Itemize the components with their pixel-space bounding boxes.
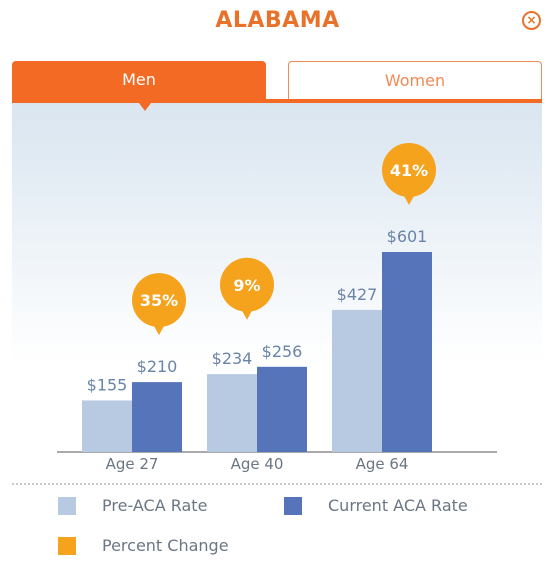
- active-tab-pointer: [139, 103, 151, 111]
- tab-panel-border: [12, 99, 542, 103]
- percent-bubble: [132, 273, 186, 328]
- legend-percent-change: Percent Change: [58, 536, 229, 555]
- percent-change-label: 9%: [233, 276, 260, 295]
- bar-value-label: $234: [212, 349, 253, 368]
- bar-pre-aca-2: [207, 374, 257, 452]
- close-icon[interactable]: ×: [522, 11, 541, 30]
- bar-value-label: $155: [87, 375, 128, 394]
- x-tick-label: Age 27: [106, 455, 159, 473]
- bar-value-label: $427: [337, 285, 378, 304]
- legend-current-aca: Current ACA Rate: [284, 496, 468, 515]
- bar-current-aca-1: [132, 382, 182, 452]
- bar-chart: $155 $210 Age 27 35% $234 $256 Age 40 9% $427 $60…: [57, 143, 497, 473]
- percent-change-label: 41%: [390, 161, 428, 180]
- tab-men[interactable]: Men: [12, 61, 266, 100]
- legend-pre-aca: Pre-ACA Rate: [58, 496, 207, 515]
- legend-swatch-current-aca: [284, 496, 302, 515]
- legend-label-current-aca: Current ACA Rate: [328, 496, 468, 515]
- legend-swatch-pre-aca: [58, 496, 76, 515]
- x-tick-label: Age 40: [231, 455, 284, 473]
- bar-value-label: $210: [137, 357, 178, 376]
- tab-women[interactable]: Women: [288, 61, 542, 100]
- percent-bubble: [220, 257, 274, 312]
- bar-value-label: $601: [387, 227, 428, 246]
- bar-current-aca-2: [257, 366, 307, 452]
- x-tick-label: Age 64: [356, 455, 409, 473]
- legend-label-pre-aca: Pre-ACA Rate: [102, 496, 208, 515]
- bar-current-aca-3: [382, 252, 432, 452]
- bar-value-label: $256: [262, 342, 303, 361]
- legend-swatch-percent-change: [58, 536, 76, 555]
- legend-divider: [12, 483, 542, 485]
- page-title: ALABAMA: [215, 8, 340, 33]
- legend-label-percent-change: Percent Change: [102, 536, 229, 555]
- bar-pre-aca-3: [332, 309, 382, 452]
- bar-pre-aca-1: [82, 400, 132, 452]
- percent-change-label: 35%: [140, 291, 178, 310]
- percent-bubble: [382, 143, 436, 197]
